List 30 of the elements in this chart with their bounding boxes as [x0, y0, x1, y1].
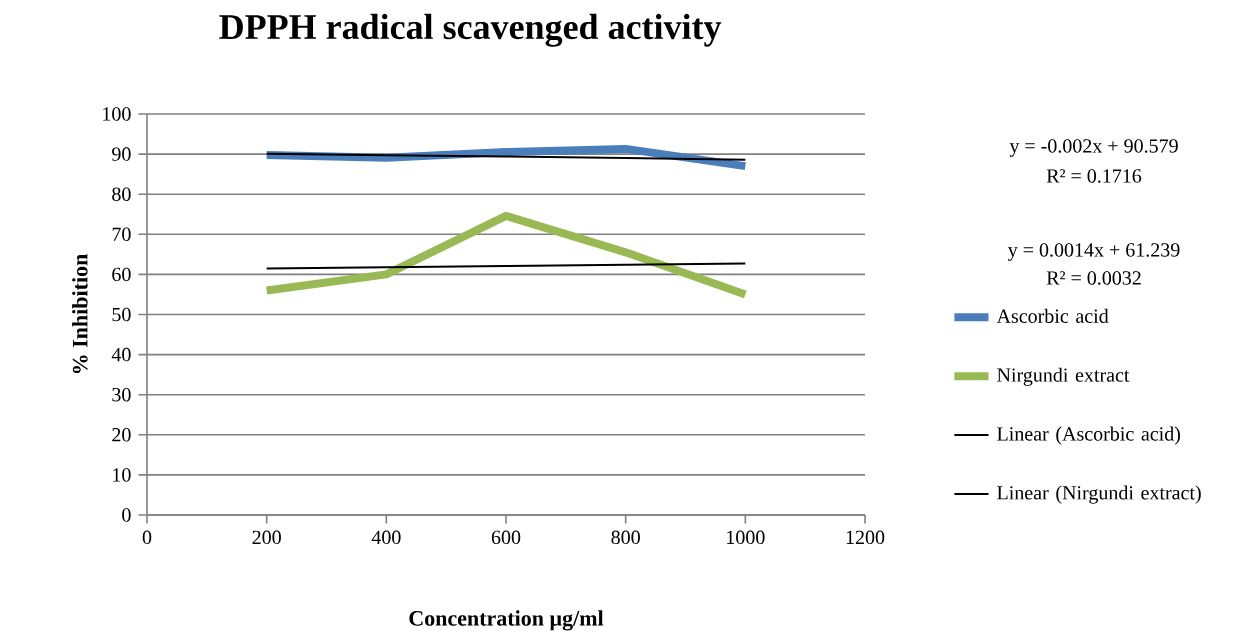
text: R² = 0.1716: [1046, 169, 1142, 183]
y-tick-label: 80: [112, 187, 131, 201]
line-series: [265, 152, 747, 161]
x-tick-label: 600: [491, 530, 521, 545]
x-tick-label: 1200: [846, 530, 885, 545]
text: R² = 0.0032: [1046, 271, 1141, 285]
x-tick-label: 400: [371, 530, 401, 545]
y-axis-title: % Inhibition: [72, 254, 88, 374]
x-tick-label: 800: [611, 530, 640, 545]
y-tick-label: 50: [112, 307, 131, 322]
x-tick-label: 0: [142, 530, 152, 545]
text: y = 0.0014x + 61.239: [1007, 243, 1180, 261]
x-tick-label: 1000: [727, 530, 765, 545]
y-tick-label: 10: [113, 468, 131, 482]
legend-label: Nirgundi extract: [997, 367, 1130, 386]
y-tick-label: 90: [112, 147, 131, 161]
chart-title: DPPH radical scavenged activity: [219, 13, 722, 47]
text: y = -0.002x + 90.579: [1009, 139, 1178, 157]
y-tick-label: 70: [112, 227, 131, 242]
y-tick-label: 100: [103, 107, 131, 121]
y-tick-label: 60: [112, 267, 131, 282]
y-tick-label: 20: [112, 428, 131, 442]
legend-label: Linear (Nirgundi extract): [997, 485, 1201, 504]
y-tick-label: 40: [111, 347, 131, 362]
x-tick-label: 200: [252, 530, 281, 545]
legend-label: Ascorbic acid: [996, 308, 1109, 323]
x-axis-title: Concentration µg/ml: [409, 610, 604, 631]
legend-label: Linear (Ascorbic acid): [997, 426, 1180, 445]
y-tick-label: 30: [112, 387, 131, 402]
y-tick-label: 0: [122, 508, 131, 522]
